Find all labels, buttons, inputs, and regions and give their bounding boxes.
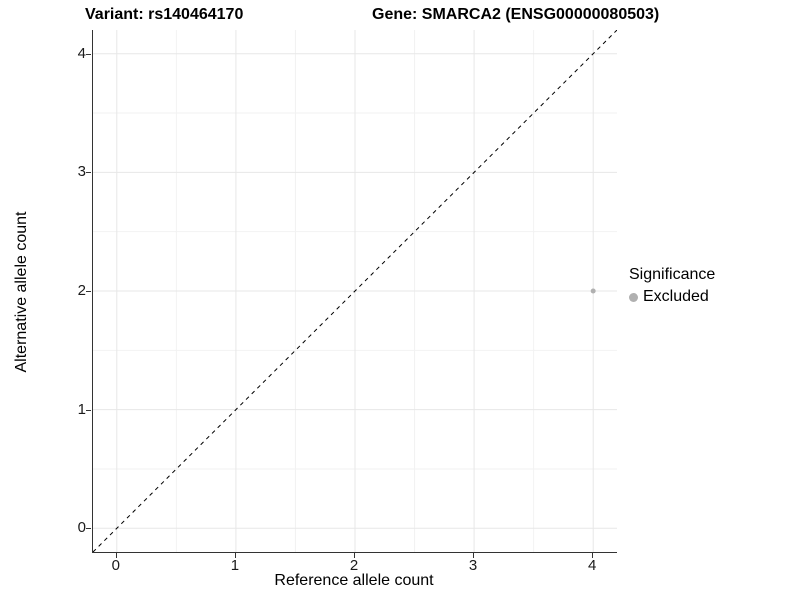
y-tick-label: 2 bbox=[77, 282, 86, 299]
y-tick-label: 3 bbox=[77, 163, 86, 181]
variant-title: Variant: rs140464170 bbox=[85, 6, 244, 23]
identity-dashed-line bbox=[93, 30, 617, 552]
x-tick-label: 0 bbox=[111, 557, 120, 574]
y-tick-label: 4 bbox=[77, 44, 86, 62]
x-tick-label: 2 bbox=[349, 557, 359, 574]
y-tick-mark bbox=[86, 409, 91, 411]
y-tick-mark bbox=[86, 53, 91, 55]
y-tick-mark bbox=[86, 528, 91, 530]
y-tick-label: 0 bbox=[77, 519, 86, 537]
legend-item-label: Excluded bbox=[643, 288, 709, 305]
y-tick-mark bbox=[86, 291, 91, 292]
data-point bbox=[590, 288, 596, 294]
x-axis-title: Reference allele count bbox=[274, 572, 434, 589]
x-tick-label: 3 bbox=[468, 557, 478, 574]
legend-title: Significance bbox=[629, 266, 716, 283]
x-tick-label: 1 bbox=[230, 557, 240, 574]
gene-title: Gene: SMARCA2 (ENSG00000080503) bbox=[372, 6, 660, 23]
y-tick-label: 1 bbox=[77, 400, 86, 418]
x-tick-mark bbox=[354, 553, 355, 558]
x-tick-label: 4 bbox=[588, 557, 597, 574]
x-tick-mark bbox=[592, 553, 594, 558]
y-tick-mark bbox=[86, 172, 91, 174]
panel-canvas bbox=[93, 30, 617, 552]
legend-item-excluded: Excluded bbox=[629, 288, 715, 306]
x-tick-mark bbox=[473, 553, 475, 558]
legend: Significance Excluded bbox=[629, 265, 715, 306]
legend-point-icon bbox=[629, 292, 638, 302]
y-axis-title: Alternative allele count bbox=[13, 211, 30, 373]
x-tick-mark bbox=[234, 553, 236, 558]
plot-panel bbox=[92, 30, 617, 553]
x-tick-mark bbox=[115, 553, 117, 558]
